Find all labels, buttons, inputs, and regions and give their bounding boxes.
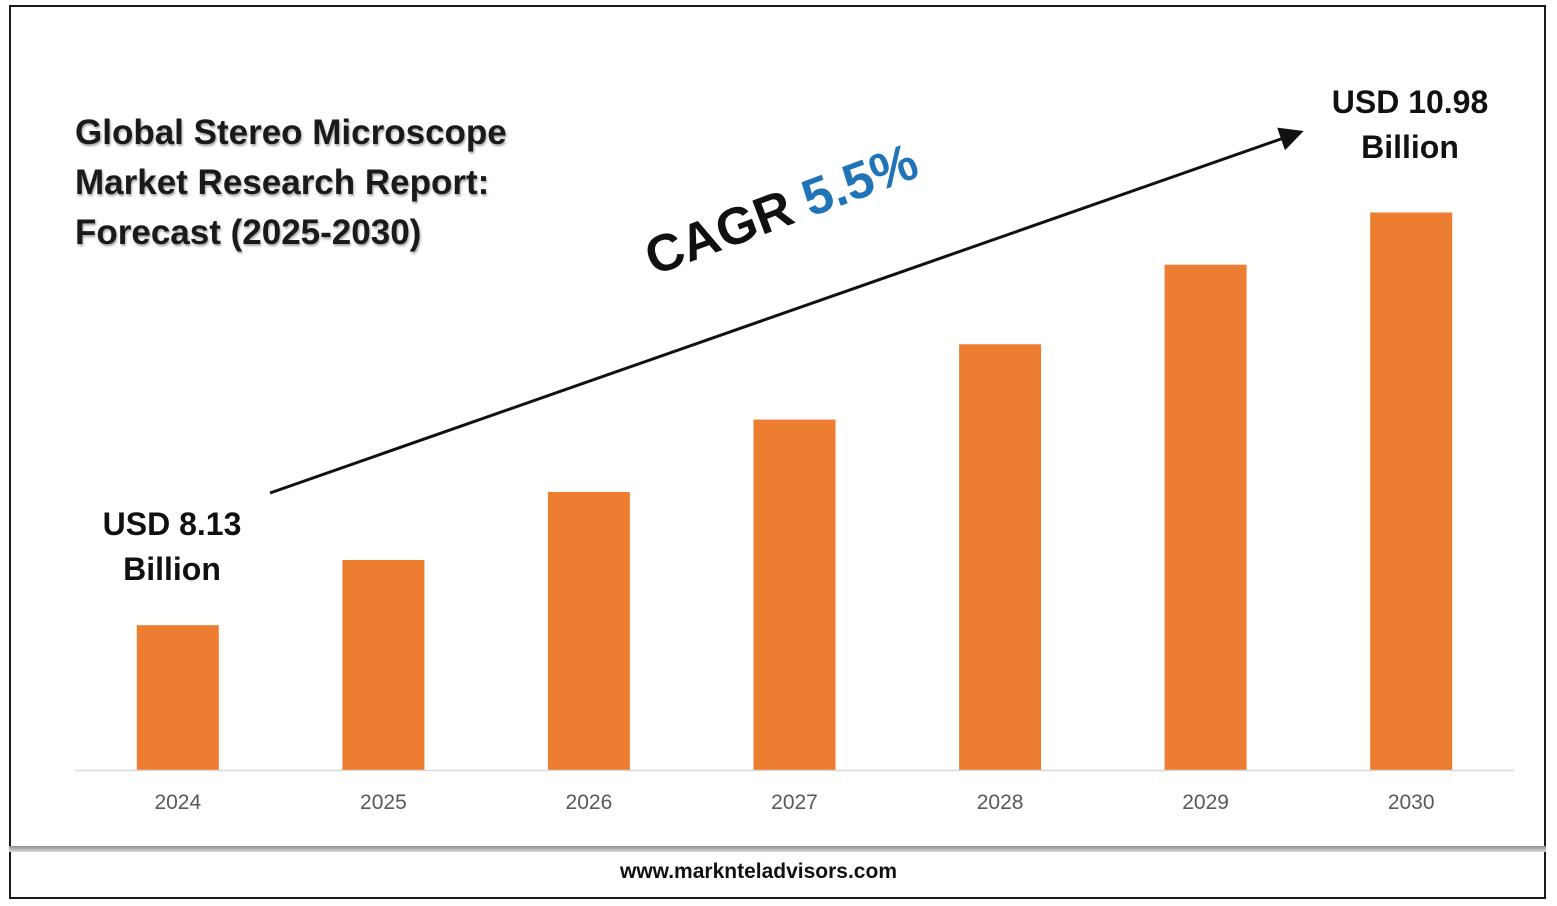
bar-2030 xyxy=(1370,212,1453,770)
end-value-amount: USD 10.98 xyxy=(1331,84,1489,120)
bar-2027 xyxy=(753,419,836,770)
title-line: Forecast (2025-2030) xyxy=(75,213,422,252)
x-tick-label: 2026 xyxy=(566,791,613,814)
x-tick-label: 2030 xyxy=(1388,791,1435,814)
start-value-callout: USD 8.13 Billion xyxy=(72,502,272,592)
bar-series xyxy=(136,212,1453,770)
bar-2026 xyxy=(547,492,630,770)
end-value-unit: Billion xyxy=(1361,129,1459,165)
footer-url: www.marknteladvisors.com xyxy=(620,860,897,883)
x-tick-label: 2028 xyxy=(977,791,1024,814)
x-tick-label: 2024 xyxy=(154,791,201,814)
bar-2024 xyxy=(136,625,219,770)
chart-title: Global Stereo Microscope Market Research… xyxy=(75,108,595,258)
cagr-arrow xyxy=(269,127,1304,495)
x-tick-labels: 2024 2025 2026 2027 2028 2029 2030 xyxy=(154,791,1434,814)
x-tick-label: 2027 xyxy=(771,791,818,814)
bar-2029 xyxy=(1164,264,1247,770)
start-value-unit: Billion xyxy=(123,551,221,587)
x-tick-label: 2029 xyxy=(1182,791,1229,814)
bar-2025 xyxy=(342,560,425,770)
footer-divider xyxy=(9,846,1546,852)
bar-2028 xyxy=(959,344,1042,770)
x-tick-label: 2025 xyxy=(360,791,407,814)
title-line: Market Research Report: xyxy=(75,163,490,202)
start-value-amount: USD 8.13 xyxy=(102,506,242,542)
end-value-callout: USD 10.98 Billion xyxy=(1310,80,1510,170)
title-line: Global Stereo Microscope xyxy=(75,113,507,152)
